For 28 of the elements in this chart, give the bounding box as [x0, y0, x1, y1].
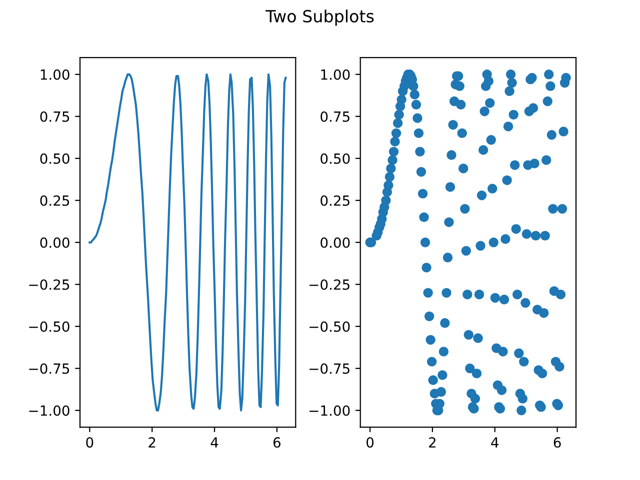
y-tick-label: 0.50: [40, 153, 70, 164]
x-tick-label: 2: [429, 437, 436, 448]
x-tick-label: 0: [86, 437, 94, 448]
chart-title: Two Subplots: [266, 10, 374, 26]
x-tick-label: 2: [148, 437, 156, 448]
x-tick-label: 6: [554, 437, 561, 448]
y-tick-label: 0.75: [320, 111, 350, 122]
x-tick-label: 4: [491, 437, 498, 448]
y-tick-label: 0.75: [40, 111, 70, 122]
line-series: [88, 73, 287, 412]
x-tick-label: 6: [273, 437, 280, 448]
y-tick-label: −0.50: [310, 321, 350, 332]
y-tick-label: 0.00: [40, 237, 70, 248]
y-tick-label: −0.25: [29, 279, 70, 290]
y-tick-label: −0.25: [310, 279, 350, 290]
y-tick-label: −1.00: [29, 405, 70, 416]
x-tick-label: 4: [210, 437, 218, 448]
y-tick-label: 1.00: [321, 69, 350, 80]
y-tick-label: −0.75: [29, 363, 70, 374]
y-tick-label: −0.50: [29, 321, 70, 332]
y-tick-label: −0.75: [310, 363, 350, 374]
y-tick-label: 0.50: [320, 153, 350, 164]
y-tick-label: 0.25: [40, 195, 70, 206]
x-tick-label: 0: [366, 437, 374, 448]
y-tick-label: 0.25: [320, 195, 350, 206]
y-tick-label: −1.00: [310, 405, 350, 416]
y-tick-label: 1.00: [40, 69, 70, 80]
y-tick-label: 0.00: [320, 237, 350, 248]
